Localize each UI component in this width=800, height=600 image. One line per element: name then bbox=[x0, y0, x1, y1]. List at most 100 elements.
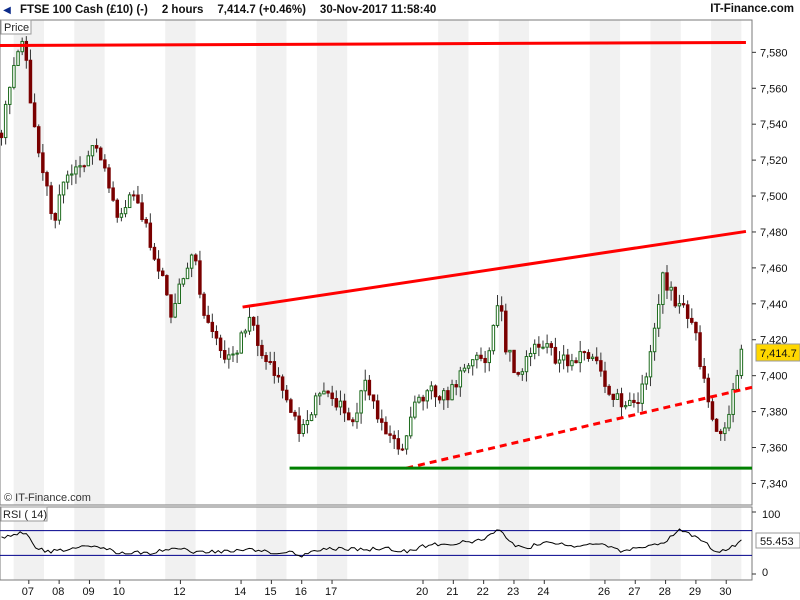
watermark: © IT-Finance.com bbox=[4, 492, 91, 504]
candle-down bbox=[706, 377, 711, 403]
candle-down bbox=[690, 317, 694, 323]
trendline-resistance-top[interactable] bbox=[0, 40, 746, 48]
candle-down bbox=[45, 172, 49, 187]
candle-up bbox=[491, 324, 496, 352]
candle-up bbox=[677, 303, 682, 307]
candle-down bbox=[714, 418, 719, 432]
x-tick-label: 09 bbox=[82, 586, 94, 598]
current-price-tag bbox=[755, 343, 800, 362]
x-tick-label: 24 bbox=[537, 586, 549, 598]
current-price-tag-text: 7,414.7 bbox=[760, 348, 797, 360]
candle-down bbox=[582, 351, 587, 354]
rsi-day-band bbox=[589, 507, 621, 580]
candle-down bbox=[594, 356, 599, 362]
day-band bbox=[650, 20, 681, 505]
candle-up bbox=[739, 348, 744, 377]
candle-up bbox=[669, 286, 673, 291]
candle-up bbox=[413, 401, 417, 418]
background-bands bbox=[13, 20, 742, 580]
candle-down bbox=[437, 396, 442, 401]
x-tick-label: 28 bbox=[659, 586, 671, 598]
x-tick-label: 27 bbox=[628, 586, 640, 598]
candle-down bbox=[94, 145, 99, 149]
candle-up bbox=[127, 194, 132, 209]
candle-down bbox=[36, 126, 41, 154]
candle-down bbox=[272, 361, 277, 376]
candle-down bbox=[251, 316, 256, 326]
candle-down bbox=[483, 357, 487, 364]
candle-down bbox=[636, 402, 640, 405]
rsi-value-tag bbox=[755, 532, 800, 549]
last-price-label: 7,414.7 (+0.46%) bbox=[217, 4, 306, 16]
candle-down bbox=[433, 385, 438, 398]
candle-down bbox=[694, 321, 698, 334]
candle-down bbox=[165, 275, 169, 296]
candle-up bbox=[408, 416, 413, 437]
labels: Price © IT-Finance.com RSI ( 14) 7,414.7… bbox=[0, 19, 800, 579]
candle-up bbox=[640, 383, 644, 404]
candle-up bbox=[16, 51, 20, 66]
rsi-day-band bbox=[650, 507, 681, 580]
rsi-panel-label: RSI ( 14) bbox=[3, 509, 47, 521]
x-tick-label: 26 bbox=[598, 586, 610, 598]
candle-down bbox=[537, 343, 541, 348]
candle-up bbox=[508, 349, 512, 353]
candle-down bbox=[673, 286, 677, 307]
candle-down bbox=[28, 59, 33, 104]
candle-up bbox=[475, 354, 479, 361]
x-tick-label: 21 bbox=[446, 586, 458, 598]
candle-down bbox=[49, 185, 53, 214]
rsi-day-band bbox=[256, 507, 287, 580]
candle-up bbox=[239, 332, 243, 354]
candle-up bbox=[313, 395, 318, 416]
candle-down bbox=[611, 393, 615, 400]
candle-down bbox=[566, 354, 570, 367]
x-tick-label: 16 bbox=[295, 586, 307, 598]
candle-up bbox=[8, 86, 12, 105]
candle-down bbox=[599, 360, 603, 372]
candle-up bbox=[442, 390, 446, 401]
rsi-day-band bbox=[498, 507, 530, 580]
candle-down bbox=[222, 350, 227, 360]
candle-up bbox=[470, 359, 475, 367]
candle-down bbox=[289, 399, 293, 413]
candle-down bbox=[392, 434, 396, 440]
candle-down bbox=[380, 418, 384, 423]
trendline-resistance-rising[interactable] bbox=[242, 229, 747, 309]
candle-up bbox=[727, 413, 731, 429]
candle-up bbox=[86, 155, 91, 167]
candle-up bbox=[466, 365, 471, 369]
candle-down bbox=[115, 199, 119, 218]
candle-down bbox=[384, 421, 388, 435]
candle-up bbox=[545, 343, 549, 348]
candle-up bbox=[731, 388, 735, 415]
interval-label[interactable]: 2 hours bbox=[161, 4, 204, 16]
candle-down bbox=[268, 361, 272, 364]
candle-up bbox=[185, 267, 190, 280]
candle-up bbox=[338, 400, 343, 408]
price-y-tick-label: 7,480 bbox=[760, 227, 788, 239]
candle-down bbox=[264, 355, 268, 363]
candle-up bbox=[570, 360, 574, 367]
price-y-tick-label: 7,520 bbox=[760, 155, 788, 167]
candle-up bbox=[644, 376, 649, 385]
candle-down bbox=[454, 384, 458, 388]
collapse-icon[interactable]: ◀ bbox=[3, 4, 11, 16]
candle-down bbox=[326, 390, 330, 394]
candle-down bbox=[160, 270, 165, 277]
day-band bbox=[498, 20, 530, 505]
candle-up bbox=[235, 352, 239, 355]
candle-down bbox=[346, 412, 351, 421]
candle-up bbox=[12, 64, 16, 88]
rsi-day-band bbox=[711, 507, 742, 580]
candle-up bbox=[227, 354, 231, 360]
candle-down bbox=[256, 324, 260, 346]
candle-up bbox=[541, 346, 545, 349]
candle-down bbox=[512, 349, 516, 374]
candle-down bbox=[194, 254, 198, 262]
rsi-panel-label-box bbox=[0, 506, 48, 522]
price-panel-frame bbox=[0, 19, 753, 506]
candle-up bbox=[615, 393, 620, 400]
candle-down bbox=[710, 401, 715, 420]
